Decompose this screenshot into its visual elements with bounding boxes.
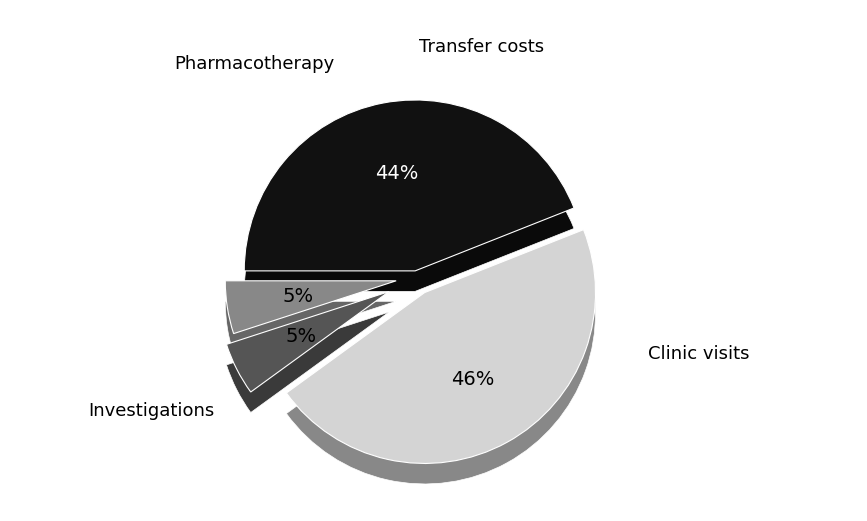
Text: Transfer costs: Transfer costs [419,38,544,56]
Wedge shape [225,301,396,354]
Text: Investigations: Investigations [88,402,215,420]
Text: Pharmacotherapy: Pharmacotherapy [174,55,334,73]
Wedge shape [286,250,596,484]
Text: 46%: 46% [451,370,494,389]
Wedge shape [244,120,574,291]
Wedge shape [244,100,574,271]
Text: 44%: 44% [375,164,418,183]
Text: 5%: 5% [283,287,314,306]
Text: Clinic visits: Clinic visits [648,345,749,364]
Wedge shape [286,230,596,464]
Wedge shape [226,292,389,392]
Text: 5%: 5% [285,327,316,346]
Wedge shape [225,281,396,333]
Wedge shape [226,312,389,413]
